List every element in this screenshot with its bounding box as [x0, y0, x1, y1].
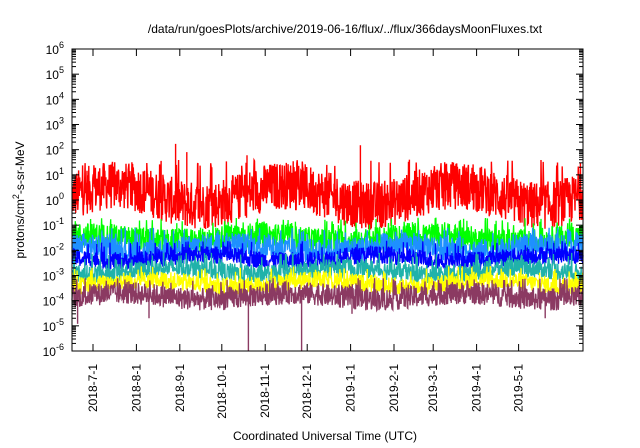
x-tick-label: 2019-2-1	[387, 364, 401, 412]
series-line-2	[71, 217, 584, 257]
x-tick-label: 2018-9-1	[173, 364, 187, 412]
chart-title: /data/run/goesPlots/archive/2019-06-16/f…	[148, 22, 543, 36]
y-axis: 10-6 10-5 10-4 10-3 10-2 10-1 100 101 102 103 104 1…	[43, 40, 583, 359]
y-tick-label: 10-6	[43, 342, 64, 359]
x-tick-label: 2019-4-1	[470, 364, 484, 412]
y-tick-label: 100	[46, 191, 64, 208]
y-tick-label: 106	[46, 40, 64, 57]
series-line-7	[71, 278, 584, 313]
y-tick-label: 103	[46, 116, 64, 133]
y-tick-label: 10-5	[43, 317, 64, 334]
x-axis: 2018-7-1 2018-8-1 2018-9-1 2018-10-1 2018-11…	[86, 49, 526, 419]
y-axis-title: protons/cm2-s-sr-MeV	[11, 141, 27, 258]
x-axis-title: Coordinated Universal Time (UTC)	[233, 429, 417, 443]
series-line-1	[71, 157, 584, 230]
y-tick-label: 104	[46, 90, 64, 107]
x-tick-label: 2018-12-1	[300, 364, 314, 419]
x-tick-label: 2018-11-1	[258, 364, 272, 418]
series-line-6	[71, 266, 584, 297]
series-line-5	[71, 252, 584, 285]
y-tick-label: 10-2	[43, 241, 64, 258]
y-tick-label: 10-3	[43, 267, 64, 284]
x-tick-label: 2019-1-1	[344, 364, 358, 412]
y-tick-label: 10-1	[43, 216, 64, 233]
y-tick-label: 102	[46, 141, 64, 158]
y-tick-label: 10-4	[43, 292, 64, 309]
x-tick-label: 2018-7-1	[86, 364, 100, 412]
x-tick-label: 2019-5-1	[512, 364, 526, 412]
series-layer	[71, 143, 584, 351]
y-tick-label: 101	[46, 166, 64, 183]
x-tick-label: 2018-10-1	[215, 364, 229, 419]
y-tick-label: 105	[46, 65, 64, 82]
x-tick-label: 2019-3-1	[426, 364, 440, 412]
x-tick-label: 2018-8-1	[129, 364, 143, 412]
